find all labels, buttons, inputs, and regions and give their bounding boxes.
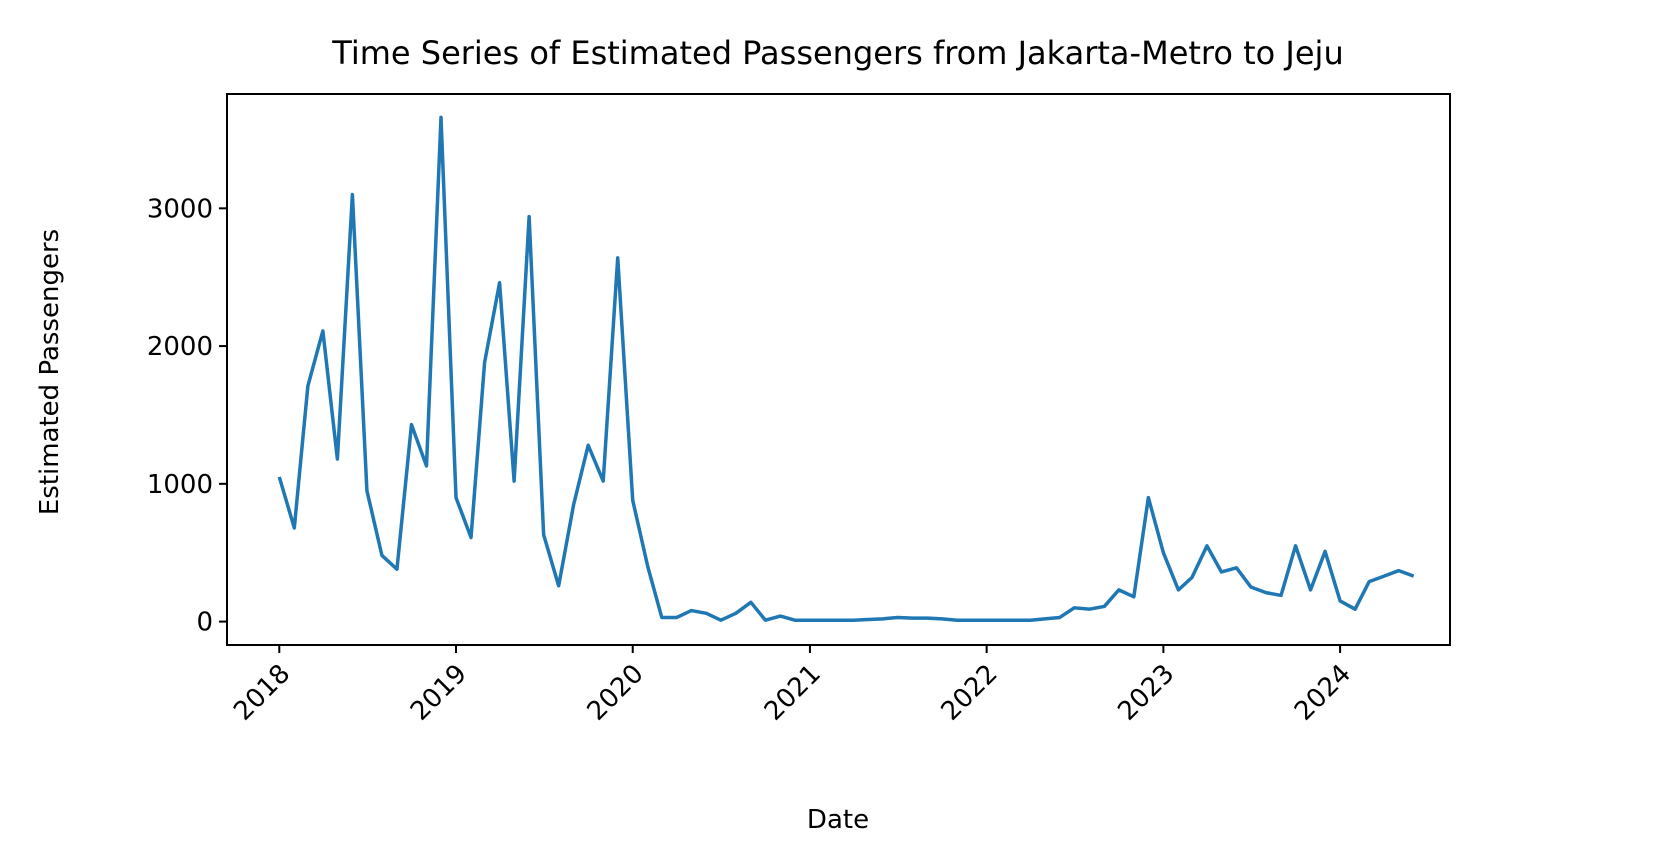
x-tick-label: 2024 <box>1289 659 1357 727</box>
x-axis-label: Date <box>807 805 869 835</box>
x-tick-label: 2018 <box>228 659 296 727</box>
plot-frame <box>226 93 1451 646</box>
y-axis-label: Estimated Passengers <box>35 229 65 515</box>
x-tick-label: 2019 <box>405 659 473 727</box>
x-tick-label: 2021 <box>759 659 827 727</box>
x-tick-label: 2022 <box>936 659 1004 727</box>
x-tick-label: 2023 <box>1112 659 1180 727</box>
plot-area: 0 1000 2000 3000 2018 2019 2020 2021 2022 2023 202… <box>147 93 1451 727</box>
y-tick-label: 1000 <box>147 470 213 500</box>
y-tick-label: 3000 <box>147 194 213 224</box>
x-tick-label: 2020 <box>582 659 650 727</box>
y-tick-label: 2000 <box>147 332 213 362</box>
series-line-0 <box>277 115 1415 622</box>
y-tick-label: 0 <box>196 608 213 638</box>
chart-title: Time Series of Estimated Passengers from… <box>331 34 1343 72</box>
